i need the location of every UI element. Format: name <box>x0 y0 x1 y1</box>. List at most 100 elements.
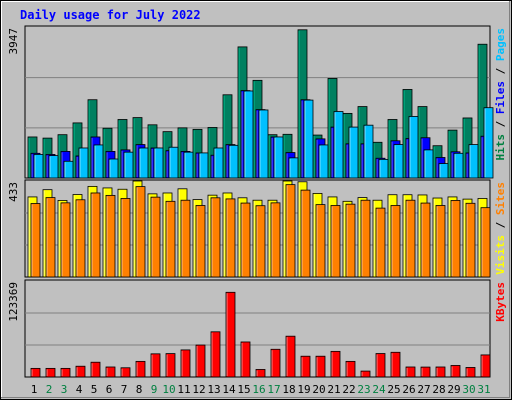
sites-bar <box>450 200 461 278</box>
kbytes-bar <box>300 355 311 378</box>
x-tick-label: 11 <box>177 383 190 396</box>
kbytes-bar <box>315 355 326 378</box>
pages-bar <box>243 90 254 179</box>
pages-bar <box>63 160 74 179</box>
pages-bar <box>258 109 269 179</box>
kbytes-bar <box>270 348 281 378</box>
kbytes-bar <box>135 360 146 378</box>
pages-bar <box>303 99 314 179</box>
kbytes-bar <box>75 365 86 378</box>
pages-bar <box>48 155 59 179</box>
pages-bar <box>408 116 419 179</box>
sites-bar <box>225 198 236 278</box>
pages-bar <box>378 158 389 179</box>
pages-bar <box>423 149 434 179</box>
axis-label-part: KBytes <box>494 282 507 322</box>
x-tick-label: 1 <box>31 383 38 396</box>
pages-bar <box>438 163 449 179</box>
pages-bar <box>468 144 479 179</box>
x-axis-day-labels: 1 2 3 4 5 6 7 8 9 10 11 12 13 14 15 16 17 18 19 20 21 22 23 24 2… <box>31 383 491 396</box>
pages-bar <box>228 144 239 179</box>
x-tick-label: 3 <box>61 383 68 396</box>
kbytes-bar <box>255 369 266 378</box>
sites-bar <box>345 203 356 278</box>
pages-bar <box>333 111 344 179</box>
sites-bar <box>330 205 341 278</box>
kbytes-series <box>30 291 491 378</box>
x-tick-label: 26 <box>402 383 415 396</box>
kbytes-bar <box>480 354 491 378</box>
panel-1: 3947 Hits / Files / Pages <box>7 25 507 179</box>
pages-bar <box>288 157 299 179</box>
x-tick-label: 20 <box>312 383 325 396</box>
sites-bar <box>30 203 41 278</box>
pages-bar <box>183 151 194 179</box>
kbytes-bar <box>450 365 461 378</box>
sites-bar <box>480 207 491 278</box>
pages-bar <box>348 126 359 179</box>
series-axis-label: KBytes <box>494 282 507 322</box>
sites-bar <box>105 194 116 278</box>
x-tick-label: 12 <box>192 383 205 396</box>
kbytes-bar <box>345 360 356 378</box>
x-tick-label: 31 <box>477 383 490 396</box>
sites-bar <box>180 199 191 278</box>
pages-bar <box>453 152 464 179</box>
panel-3: 123369 KBytes <box>7 279 507 378</box>
pages-series <box>33 90 494 179</box>
pages-bar <box>123 151 134 179</box>
kbytes-bar <box>30 367 41 378</box>
kbytes-bar <box>390 351 401 378</box>
kbytes-bar <box>435 366 446 378</box>
x-tick-label: 14 <box>222 383 236 396</box>
x-tick-label: 28 <box>432 383 445 396</box>
pages-bar <box>273 136 284 179</box>
x-tick-label: 22 <box>342 383 355 396</box>
x-tick-label: 10 <box>162 383 175 396</box>
chart-title: Daily usage for July 2022 <box>20 8 201 22</box>
x-tick-label: 29 <box>447 383 460 396</box>
x-tick-label: 6 <box>106 383 113 396</box>
sites-bar <box>285 184 296 278</box>
pages-bar <box>93 144 104 179</box>
sites-bar <box>240 202 251 278</box>
pages-bar <box>213 147 224 179</box>
axis-label-part: / <box>494 114 507 134</box>
kbytes-bar <box>465 367 476 378</box>
sites-bar <box>75 199 86 278</box>
sites-bar <box>60 202 71 278</box>
sites-series <box>30 184 491 278</box>
pages-bar <box>483 107 494 179</box>
x-tick-label: 4 <box>76 383 83 396</box>
kbytes-bar <box>210 331 221 378</box>
y-max-label: 3947 <box>7 28 20 55</box>
sites-bar <box>150 196 161 278</box>
kbytes-bar <box>120 367 131 378</box>
sites-bar <box>315 204 326 278</box>
sites-bar <box>420 202 431 278</box>
pages-bar <box>153 147 164 179</box>
x-tick-label: 19 <box>297 383 310 396</box>
sites-bar <box>390 205 401 278</box>
kbytes-bar <box>240 341 251 378</box>
sites-bar <box>435 205 446 278</box>
y-max-label: 123369 <box>7 282 20 322</box>
x-tick-label: 30 <box>462 383 475 396</box>
x-tick-label: 27 <box>417 383 430 396</box>
x-tick-label: 9 <box>151 383 158 396</box>
x-tick-label: 13 <box>207 383 220 396</box>
sites-bar <box>405 199 416 278</box>
axis-label-part: Visits <box>494 235 507 275</box>
sites-bar <box>375 207 386 278</box>
x-tick-label: 5 <box>91 383 98 396</box>
chart-panels: 3947 Hits / Files / Pages 433 Visits / Site… <box>7 25 507 378</box>
pages-bar <box>198 152 209 179</box>
pages-bar <box>318 144 329 179</box>
x-tick-label: 17 <box>267 383 280 396</box>
series-axis-label: Hits / Files / Pages <box>494 28 507 161</box>
pages-bar <box>78 147 89 179</box>
kbytes-bar <box>225 291 236 378</box>
sites-bar <box>270 202 281 278</box>
sites-bar <box>45 197 56 278</box>
